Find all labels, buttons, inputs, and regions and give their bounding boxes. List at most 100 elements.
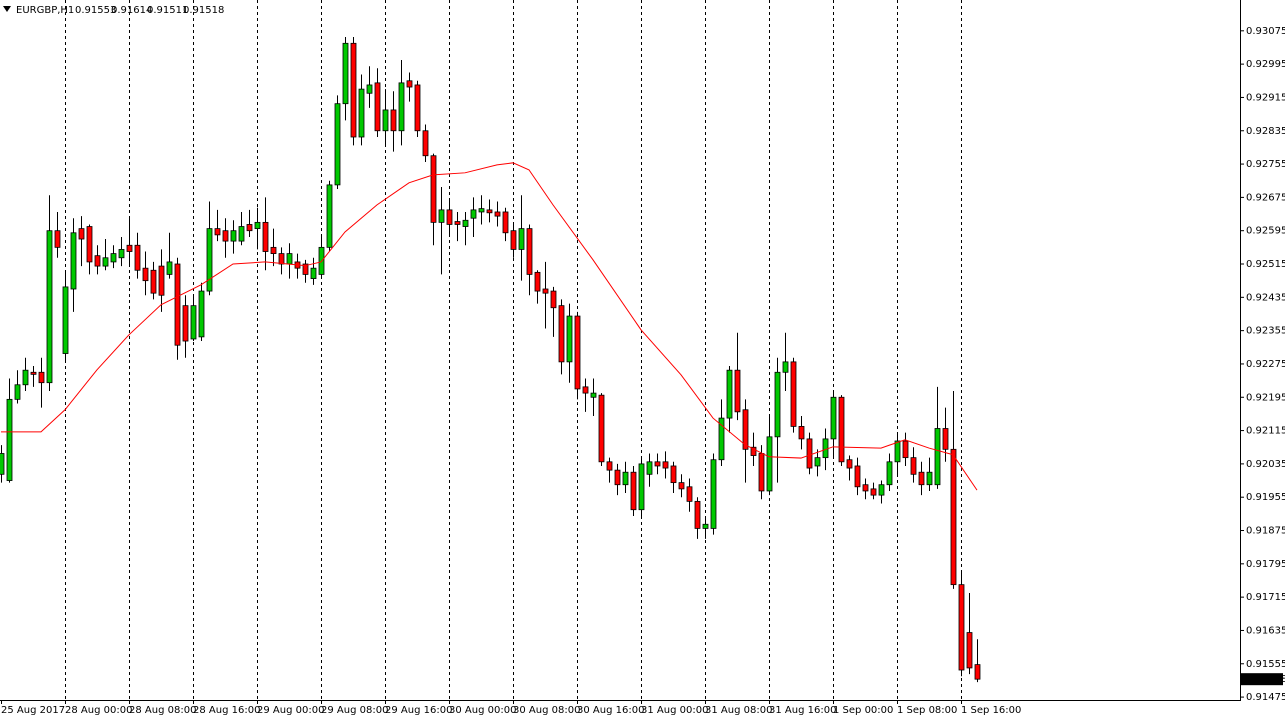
candle-body (838, 396, 845, 463)
candle-body (598, 394, 605, 463)
candle-body (710, 459, 717, 529)
candle-body (422, 130, 429, 157)
candle-body (246, 224, 253, 232)
candle-body (22, 369, 29, 386)
candle-body (230, 230, 237, 242)
x-tick-label: 28 Aug 08:00 (129, 705, 196, 716)
candle-body (118, 249, 125, 259)
candle-body (166, 261, 173, 275)
candle-body (958, 584, 965, 671)
candle-body (510, 230, 517, 250)
candle-body (14, 384, 21, 400)
candle-body (646, 461, 653, 475)
candle-body (390, 109, 397, 132)
candle-body (926, 471, 933, 486)
candle-body (254, 221, 261, 230)
x-tick-label: 31 Aug 08:00 (705, 705, 772, 716)
candle-body (950, 448, 957, 586)
x-tick-label: 29 Aug 08:00 (321, 705, 388, 716)
x-tick-label: 1 Sep 08:00 (897, 705, 957, 716)
candle-body (358, 88, 365, 138)
y-tick-label: 0.91955 (1246, 492, 1285, 503)
y-tick-label: 0.92675 (1246, 192, 1285, 203)
candle-body (622, 471, 629, 486)
y-tick-label: 0.92035 (1246, 459, 1285, 470)
candle-body (302, 263, 309, 275)
candle-body (814, 457, 821, 467)
y-tick-label: 0.92115 (1246, 426, 1285, 437)
y-tick-label: 0.92435 (1246, 292, 1285, 303)
candle-body (502, 211, 509, 234)
candle-body (902, 440, 909, 459)
x-tick-label: 28 Aug 16:00 (193, 705, 260, 716)
candle-body (0, 453, 5, 475)
y-tick-label: 0.91875 (1246, 526, 1285, 537)
candle-body (158, 265, 165, 296)
candle-body (550, 290, 557, 309)
candle-body (782, 361, 789, 373)
x-tick-label: 29 Aug 16:00 (385, 705, 452, 716)
x-tick-label: 29 Aug 00:00 (257, 705, 324, 716)
y-tick-label: 0.92195 (1246, 392, 1285, 403)
candle-body (406, 80, 413, 88)
y-tick-label: 0.92355 (1246, 326, 1285, 337)
candle-body (214, 228, 221, 236)
candle-body (638, 463, 645, 511)
candle-body (430, 155, 437, 223)
candle-body (70, 232, 77, 290)
candle-body (718, 417, 725, 461)
candle-body (694, 500, 701, 529)
candle-body (942, 428, 949, 450)
candle-body (310, 267, 317, 279)
candle-body (686, 486, 693, 502)
candle-body (582, 386, 589, 394)
candle-body (182, 305, 189, 342)
quote-close: 0.91518 (183, 5, 224, 16)
candle-body (534, 271, 541, 292)
candle-body (110, 253, 117, 263)
y-tick-label: 0.92835 (1246, 126, 1285, 137)
candle-body (750, 446, 757, 456)
candle-body (334, 103, 341, 186)
candle-body (790, 361, 797, 427)
candle-body (326, 184, 333, 248)
x-tick-label: 30 Aug 00:00 (449, 705, 516, 716)
candle-body (886, 461, 893, 486)
candle-body (150, 269, 157, 294)
candle-body (542, 288, 549, 294)
candle-body (54, 230, 61, 248)
candle-body (918, 471, 925, 486)
x-tick-label: 1 Sep 00:00 (833, 705, 893, 716)
candle-body (222, 230, 229, 242)
candle-body (198, 290, 205, 338)
collapse-icon[interactable] (3, 6, 11, 12)
candle-body (174, 263, 181, 346)
candle-body (734, 369, 741, 413)
candle-body (518, 228, 525, 250)
y-tick-label: 0.92595 (1246, 226, 1285, 237)
candle-body (878, 484, 885, 496)
candle-body (854, 465, 861, 488)
candle-body (526, 228, 533, 275)
x-tick-label: 25 Aug 2017 (1, 705, 65, 716)
candle-body (94, 255, 101, 267)
y-tick-label: 0.91475 (1246, 692, 1285, 703)
candle-body (6, 398, 13, 481)
candle-body (374, 82, 381, 132)
x-tick-label: 30 Aug 16:00 (577, 705, 644, 716)
candle-body (78, 228, 85, 240)
candle-body (190, 305, 197, 340)
candle-body (350, 42, 357, 138)
last-price-box (1241, 673, 1283, 686)
candle-body (142, 267, 149, 282)
moving-average (1, 162, 978, 491)
candle-body (798, 426, 805, 440)
y-tick-label: 0.92755 (1246, 159, 1285, 170)
y-tick-label: 0.92995 (1246, 59, 1285, 70)
candle-body (38, 371, 45, 384)
x-tick-label: 1 Sep 16:00 (961, 705, 1021, 716)
y-tick-label: 0.91715 (1246, 592, 1285, 603)
quote-low: 0.91511 (147, 5, 188, 16)
